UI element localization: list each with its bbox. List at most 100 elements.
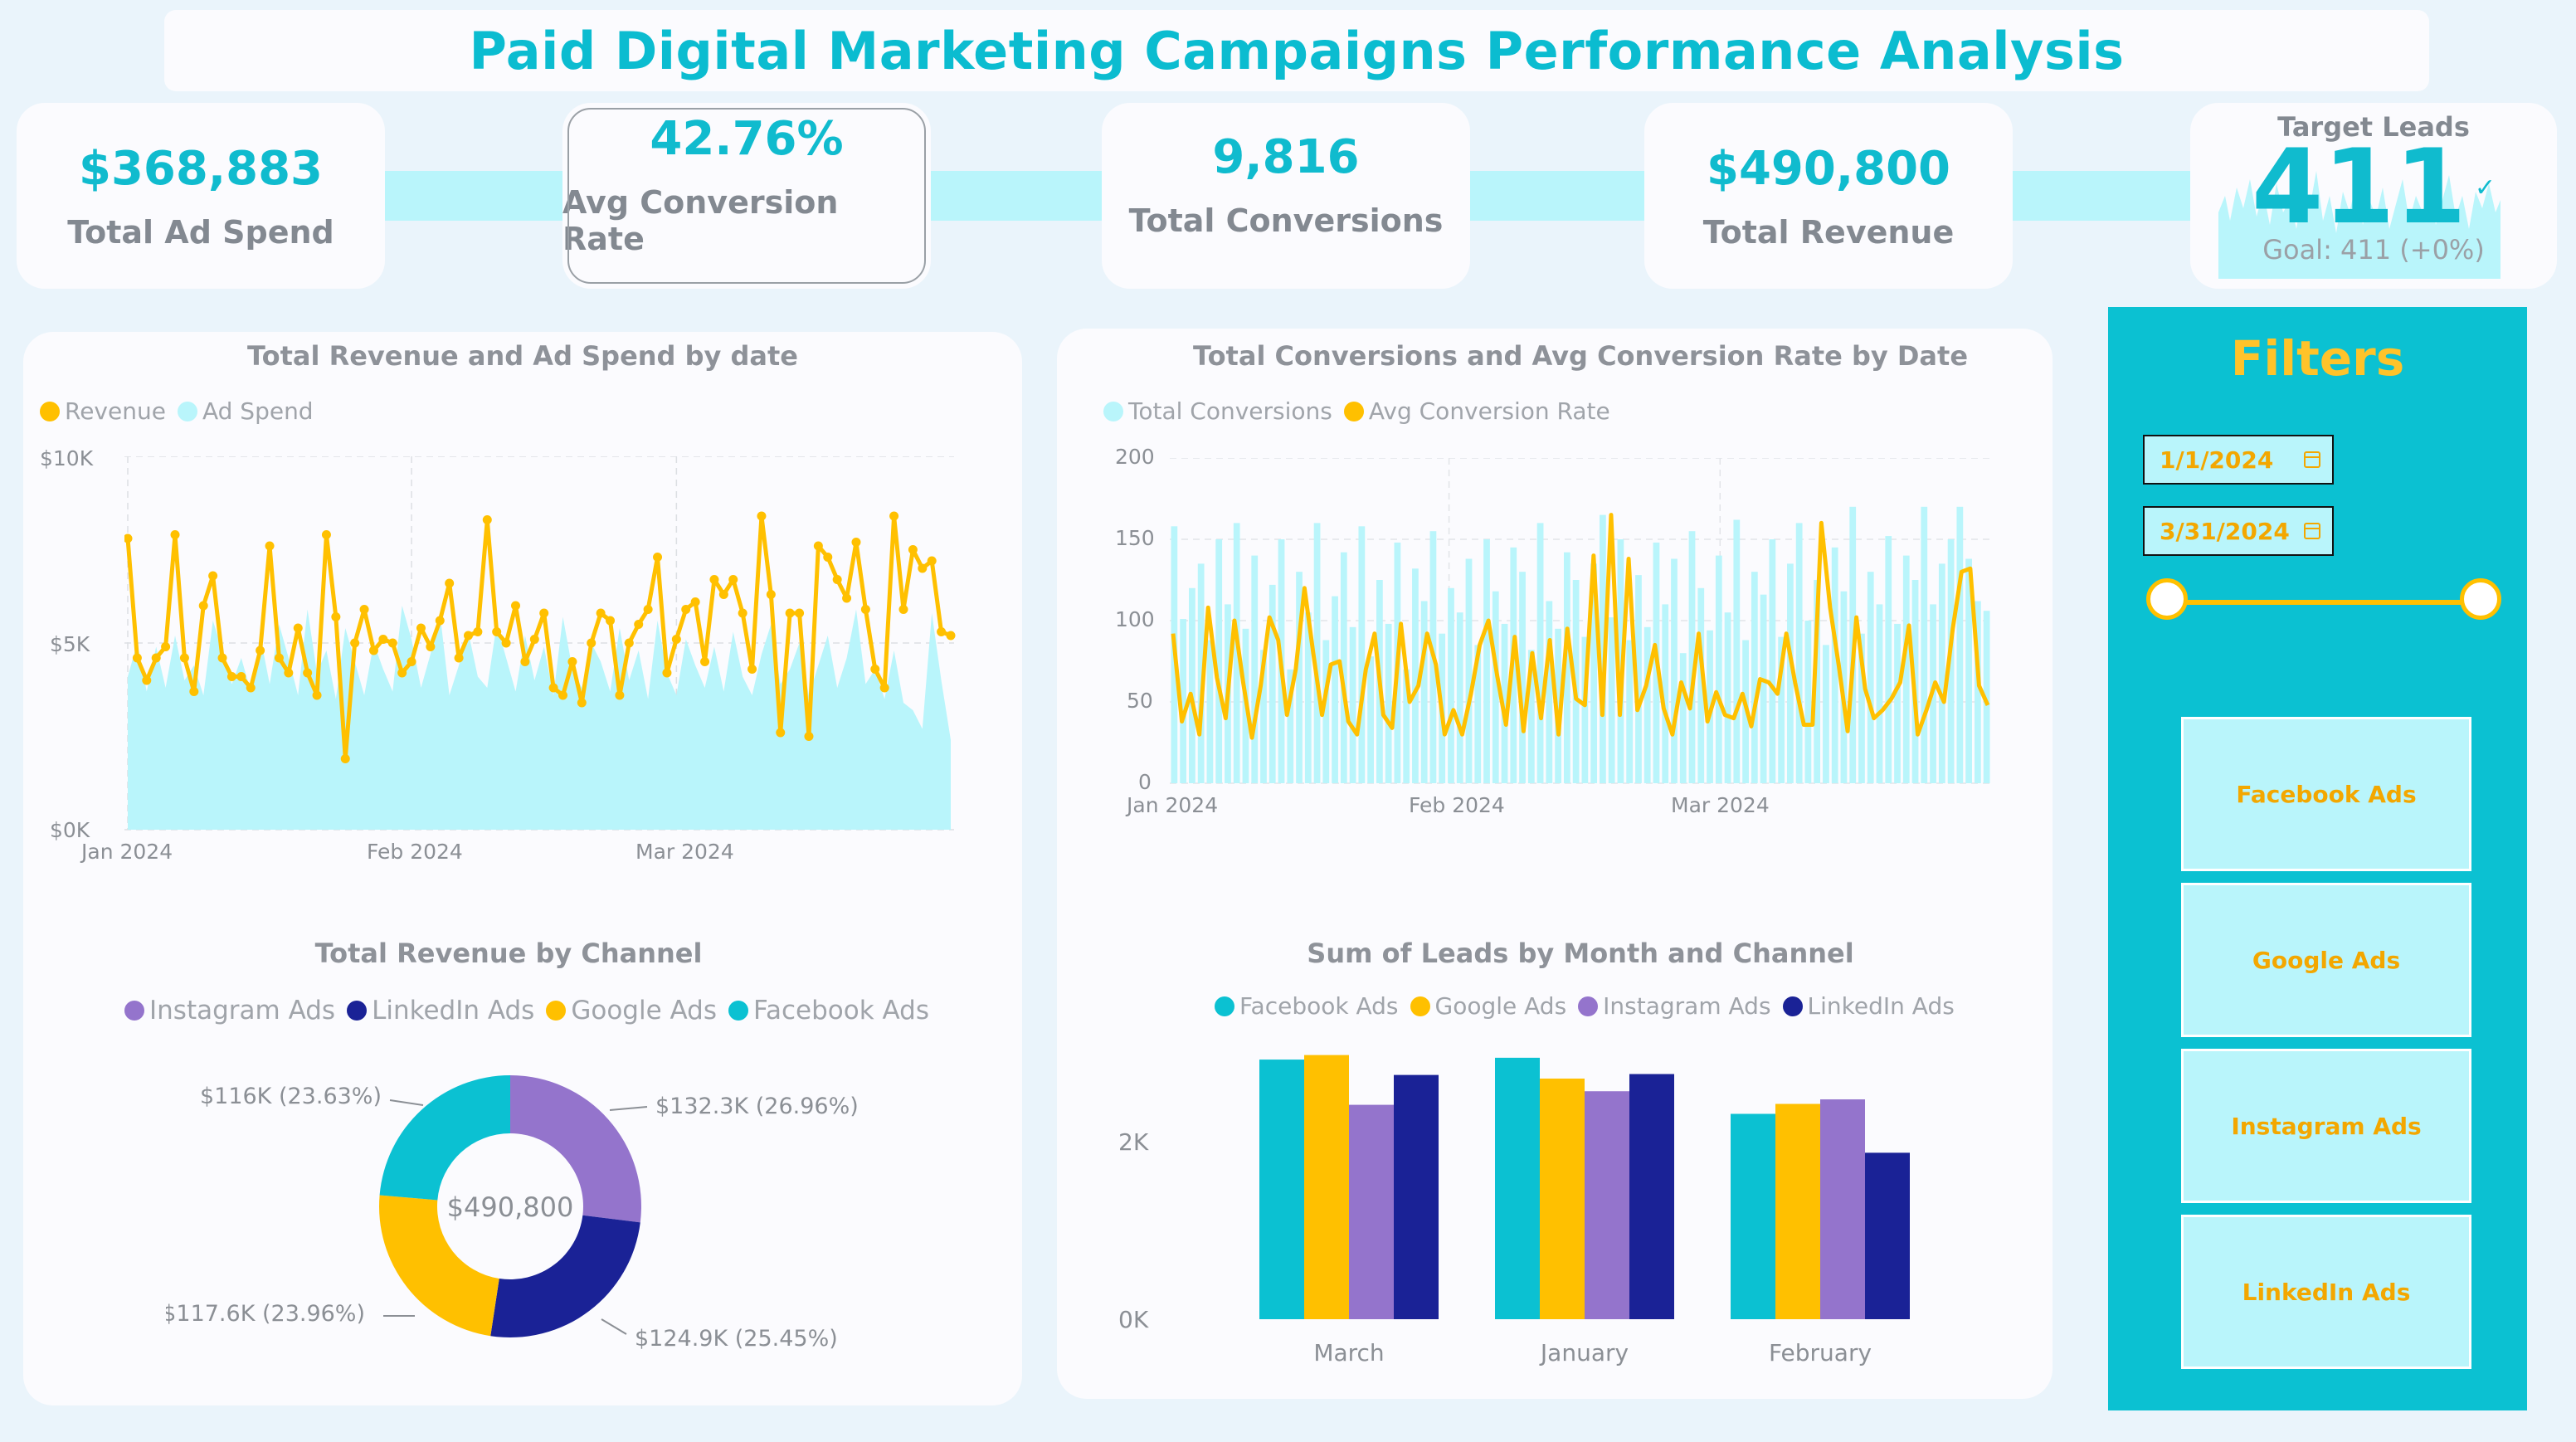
- legend-label: Total Conversions: [1128, 397, 1332, 425]
- legend-item-instagram-ads[interactable]: Instagram Ads: [124, 996, 335, 1025]
- legend-label: Ad Spend: [202, 397, 314, 425]
- revenue-point: [700, 657, 710, 666]
- revenue-point: [634, 620, 644, 629]
- legend-label: Facebook Ads: [1239, 992, 1399, 1020]
- leads-bar: [1304, 1055, 1349, 1319]
- chart-legend: Instagram Ads LinkedIn Ads Google Ads Fa…: [124, 996, 941, 1025]
- conversions-bar: [1536, 523, 1544, 783]
- kpi-total-conversions[interactable]: 9,816 Total Conversions: [1102, 103, 1470, 289]
- revenue-point: [728, 575, 738, 584]
- legend-item-avg-conversion-rate[interactable]: Avg Conversion Rate: [1343, 397, 1610, 425]
- channel-button-label: Google Ads: [2252, 946, 2401, 974]
- conversions-chart[interactable]: [1170, 458, 1999, 787]
- legend-label: LinkedIn Ads: [372, 996, 535, 1025]
- legend-item-facebook-ads[interactable]: Facebook Ads: [728, 996, 929, 1025]
- revenue-point: [397, 668, 407, 678]
- conversions-bar: [1189, 587, 1195, 783]
- legend-label: LinkedIn Ads: [1807, 992, 1955, 1020]
- conversions-bar: [1733, 519, 1741, 783]
- target-leads-sparkline: [2218, 171, 2501, 279]
- kpi-total-ad-spend[interactable]: $368,883 Total Ad Spend: [17, 103, 385, 289]
- revenue-point: [161, 642, 171, 651]
- legend-item-google-ads[interactable]: Google Ads: [1410, 992, 1566, 1020]
- start-date-input[interactable]: 1/1/2024: [2143, 435, 2334, 485]
- legend-item-linkedin-ads[interactable]: LinkedIn Ads: [1782, 992, 1955, 1020]
- legend-item-instagram-ads[interactable]: Instagram Ads: [1578, 992, 1771, 1020]
- revenue-point: [274, 653, 284, 663]
- revenue-point: [529, 635, 539, 644]
- kpi-avg-conversion-rate[interactable]: 42.76% Avg Conversion Rate: [562, 103, 931, 289]
- channel-button-instagram-ads[interactable]: Instagram Ads: [2181, 1049, 2471, 1203]
- revenue-point: [851, 538, 861, 547]
- revenue-point: [312, 690, 322, 700]
- revenue-point: [539, 608, 549, 618]
- revenue-point: [463, 631, 473, 641]
- revenue-adspend-chart[interactable]: [124, 456, 971, 838]
- revenue-point: [596, 608, 606, 618]
- revenue-point: [832, 575, 842, 584]
- calendar-icon[interactable]: [2304, 451, 2320, 468]
- revenue-point: [179, 653, 189, 663]
- legend-dot: [177, 401, 197, 421]
- chart-legend: Revenue Ad Spend: [40, 397, 325, 425]
- legend-label: Google Ads: [571, 996, 717, 1025]
- channel-button-linkedin-ads[interactable]: LinkedIn Ads: [2181, 1215, 2471, 1369]
- conversions-bar: [1858, 633, 1865, 783]
- revenue-point: [331, 612, 341, 621]
- legend-dot: [40, 401, 60, 421]
- legend-label: Facebook Ads: [753, 996, 930, 1025]
- conversions-bar: [1465, 558, 1473, 783]
- conversions-bar: [1527, 650, 1535, 783]
- legend-item-facebook-ads[interactable]: Facebook Ads: [1215, 992, 1399, 1020]
- chart-legend: Facebook Ads Google Ads Instagram Ads Li…: [1215, 992, 1966, 1020]
- legend-item-total-conversions[interactable]: Total Conversions: [1103, 397, 1332, 425]
- conversions-bar: [1206, 640, 1214, 783]
- y-tick-label: 200: [1115, 445, 1155, 469]
- conversions-bar: [1804, 621, 1812, 783]
- conversions-bar: [1902, 555, 1910, 783]
- conversions-bar: [1367, 656, 1374, 783]
- revenue-point: [823, 553, 833, 562]
- x-tick-label: Mar 2024: [635, 840, 734, 864]
- conversions-bar: [1679, 653, 1687, 783]
- date-slider-start-handle[interactable]: [2146, 578, 2188, 620]
- leads-by-month-chart[interactable]: March January February: [1244, 1045, 1941, 1377]
- revenue-point: [738, 608, 747, 618]
- date-slider-track[interactable]: [2169, 600, 2480, 605]
- channel-button-google-ads[interactable]: Google Ads: [2181, 883, 2471, 1037]
- kpi-total-revenue[interactable]: $490,800 Total Revenue: [1644, 103, 2013, 289]
- date-slider-end-handle[interactable]: [2460, 578, 2501, 620]
- revenue-point: [482, 515, 492, 524]
- y-tick-label: 0: [1138, 770, 1152, 794]
- legend-item-ad-spend[interactable]: Ad Spend: [177, 397, 314, 425]
- legend-item-linkedin-ads[interactable]: LinkedIn Ads: [347, 996, 534, 1025]
- revenue-point: [662, 668, 672, 678]
- revenue-point: [681, 605, 691, 614]
- end-date-input[interactable]: 3/31/2024: [2143, 506, 2334, 556]
- conversion-rate-line: [1171, 513, 1990, 740]
- revenue-point: [407, 657, 416, 666]
- leader-line: [609, 1106, 648, 1111]
- y-tick-label: 50: [1127, 689, 1153, 713]
- conversions-bar: [1448, 587, 1454, 783]
- kpi-target-leads[interactable]: Target Leads 411 ✓ Goal: 411 (+0%): [2190, 103, 2557, 289]
- y-tick-label: $10K: [40, 446, 94, 470]
- conversions-bar: [1643, 626, 1651, 783]
- conversions-bar: [1814, 580, 1821, 783]
- kpi-label: Total Ad Spend: [67, 213, 334, 251]
- leads-bar: [1731, 1113, 1775, 1319]
- revenue-point: [567, 657, 577, 666]
- calendar-icon[interactable]: [2304, 523, 2320, 539]
- legend-item-revenue[interactable]: Revenue: [40, 397, 166, 425]
- revenue-by-channel-donut[interactable]: $132.3K (26.96%) $124.9K (25.45%) $117.6K …: [166, 1054, 879, 1361]
- y-tick-label: 100: [1115, 607, 1155, 631]
- conversions-bar: [1260, 650, 1267, 783]
- conversions-bar: [1760, 594, 1767, 783]
- conversions-bar: [1492, 591, 1499, 783]
- conversions-bar: [1555, 628, 1561, 783]
- legend-item-google-ads[interactable]: Google Ads: [546, 996, 717, 1025]
- revenue-point: [416, 623, 426, 633]
- channel-button-facebook-ads[interactable]: Facebook Ads: [2181, 717, 2471, 871]
- revenue-line: [125, 514, 952, 761]
- legend-dot: [347, 1001, 368, 1021]
